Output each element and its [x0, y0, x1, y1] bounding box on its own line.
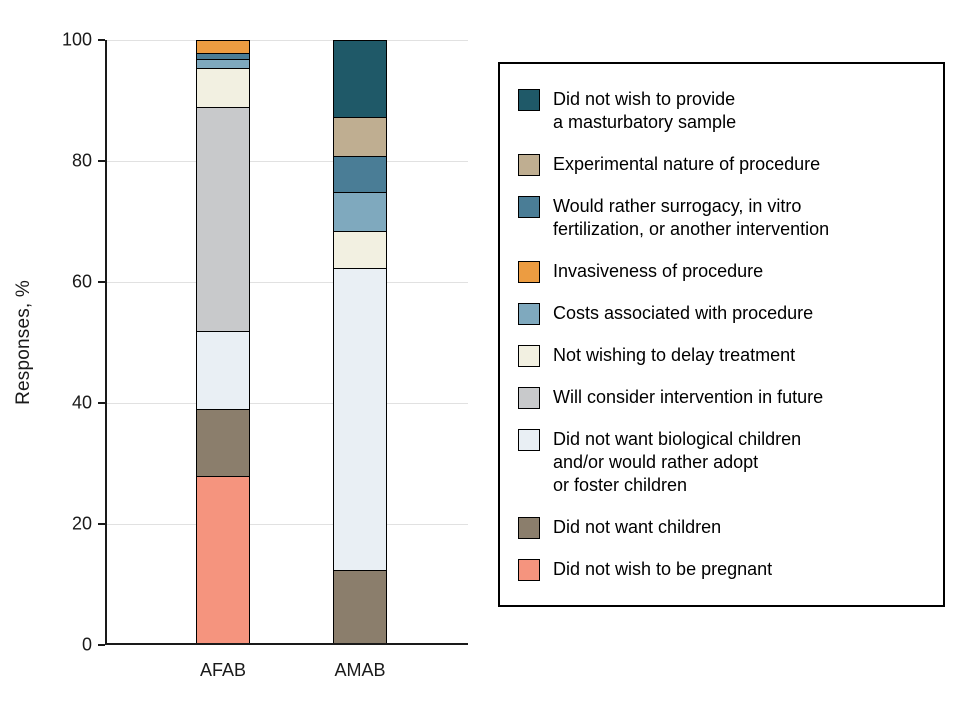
gridline	[107, 524, 468, 525]
y-tick-mark	[98, 281, 105, 283]
legend-item-label: Would rather surrogacy, in vitro fertili…	[553, 196, 830, 240]
legend-swatch	[518, 261, 540, 284]
y-tick-mark	[98, 39, 105, 41]
bar-segment	[334, 231, 386, 268]
gridline	[107, 403, 468, 404]
bar-segment	[197, 53, 249, 60]
gridline	[107, 161, 468, 162]
bar-segment	[334, 267, 386, 570]
legend-swatch	[518, 559, 540, 582]
legend-swatch	[518, 517, 540, 540]
y-tick-label: 100	[61, 29, 92, 50]
x-category-label: AMAB	[334, 660, 386, 680]
legend-item-label: Did not want biological children and/or …	[553, 429, 802, 496]
legend-item-label: Did not want children	[553, 517, 722, 538]
x-category-label: AFAB	[199, 660, 247, 680]
bar-segment	[197, 68, 249, 108]
bar-segment	[334, 155, 386, 193]
y-tick-label: 60	[71, 271, 92, 292]
legend-item-label: Invasiveness of procedure	[553, 261, 764, 282]
y-tick-label: 20	[71, 513, 92, 534]
bar-segment	[197, 41, 249, 54]
bar-segment	[334, 116, 386, 156]
y-tick-label: 80	[71, 150, 92, 171]
legend-item: Will consider intervention in future	[518, 386, 925, 410]
bar-segment	[197, 330, 249, 410]
gridline	[107, 282, 468, 283]
legend-swatch	[518, 303, 540, 326]
legend-item-label: Did not wish to provide a masturbatory s…	[553, 89, 737, 133]
legend-swatch	[518, 345, 540, 368]
legend-item: Did not want children	[518, 516, 925, 540]
legend-item: Did not wish to be pregnant	[518, 558, 925, 582]
legend-swatch	[518, 196, 540, 219]
legend-item-label: Will consider intervention in future	[553, 387, 824, 408]
legend-swatch	[518, 89, 540, 111]
x-axis-line	[105, 643, 468, 645]
y-axis-title-container: Responses, %	[6, 40, 42, 645]
legend-item: Costs associated with procedure	[518, 302, 925, 326]
y-tick-mark	[98, 523, 105, 525]
gridline	[107, 40, 468, 41]
legend-item: Did not wish to provide a masturbatory s…	[518, 88, 925, 134]
legend-swatch	[518, 387, 540, 410]
bar-amab	[333, 40, 387, 645]
legend-item-label: Experimental nature of procedure	[553, 154, 821, 175]
y-tick-label: 0	[81, 634, 92, 655]
legend-swatch	[518, 154, 540, 177]
y-tick-mark	[98, 160, 105, 162]
legend-item: Experimental nature of procedure	[518, 153, 925, 177]
legend-item-label: Not wishing to delay treatment	[553, 345, 796, 366]
legend-item: Did not want biological children and/or …	[518, 428, 925, 497]
y-axis-line	[105, 40, 107, 645]
bar-segment	[334, 41, 386, 117]
legend-swatch	[518, 429, 540, 452]
bar-afab	[196, 40, 250, 645]
y-axis-title: Responses, %	[13, 280, 34, 405]
legend-item: Would rather surrogacy, in vitro fertili…	[518, 195, 925, 241]
plot-area: 0 20 40 60 80 100 AFAB AMAB	[62, 30, 468, 680]
legend: Did not wish to provide a masturbatory s…	[498, 62, 945, 608]
y-tick-mark	[98, 402, 105, 404]
legend-item-label: Did not wish to be pregnant	[553, 559, 773, 580]
y-tick-mark	[98, 644, 105, 646]
bar-segment	[334, 569, 386, 645]
legend-item-label: Costs associated with procedure	[553, 303, 814, 324]
legend-item: Not wishing to delay treatment	[518, 344, 925, 368]
bar-segment	[334, 192, 386, 232]
y-tick-label: 40	[71, 392, 92, 413]
bar-segment	[197, 409, 249, 476]
bar-segment	[197, 107, 249, 331]
bar-segment	[197, 59, 249, 69]
legend-item: Invasiveness of procedure	[518, 260, 925, 284]
bar-segment	[197, 475, 249, 645]
